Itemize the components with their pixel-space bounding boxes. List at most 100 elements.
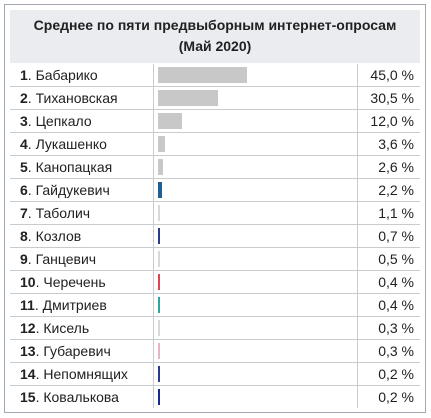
bar-cell: [153, 179, 358, 201]
candidate-rank: 9: [20, 251, 28, 267]
table-row: 7. Таболич 1,1 %: [10, 202, 420, 225]
candidate-name: 12. Кисель: [20, 317, 89, 339]
table-row: 4. Лукашенко 3,6 %: [10, 133, 420, 156]
bar-cell: [153, 317, 358, 339]
candidate-name: 15. Ковалькова: [20, 386, 119, 408]
poll-table: Среднее по пяти предвыборным интернет-оп…: [4, 4, 426, 413]
candidate-label: . Непомнящих: [35, 366, 128, 382]
table-row: 11. Дмитриев 0,4 %: [10, 294, 420, 317]
value-label: 0,4 %: [378, 297, 414, 313]
value-label: 0,2 %: [378, 389, 414, 405]
value-label: 12,0 %: [370, 113, 414, 129]
value-label: 2,2 %: [378, 182, 414, 198]
candidate-label: . Гайдукевич: [27, 182, 110, 198]
candidate-name: 4. Лукашенко: [20, 133, 107, 155]
bar-cell: [153, 363, 358, 385]
table-row: 3. Цепкало 12,0 %: [10, 110, 420, 133]
table-rows: 1. Бабарико 45,0 % 2. Тихановская 30,5 % 3. …: [10, 64, 420, 409]
candidate-name: 10. Черечень: [20, 271, 106, 293]
bar-cell: [153, 271, 358, 293]
bar-14: [158, 366, 160, 382]
table-row: 8. Козлов 0,7 %: [10, 225, 420, 248]
value-label: 0,4 %: [378, 274, 414, 290]
value-label: 30,5 %: [370, 90, 414, 106]
table-row: 13. Губаревич 0,3 %: [10, 340, 420, 363]
bar-cell: [153, 248, 358, 270]
candidate-name: 7. Таболич: [20, 202, 90, 224]
candidate-rank: 8: [20, 228, 28, 244]
candidate-rank: 7: [20, 205, 28, 221]
bar-cell: [153, 133, 358, 155]
value-label: 1,1 %: [378, 205, 414, 221]
bar-5: [158, 159, 163, 175]
candidate-rank: 12: [20, 320, 36, 336]
bar-6: [158, 182, 162, 198]
candidate-label: . Ганцевич: [27, 251, 97, 267]
bar-cell: [153, 156, 358, 178]
candidate-rank: 11: [20, 297, 35, 313]
table-row: 1. Бабарико 45,0 %: [10, 64, 420, 87]
candidate-rank: 5: [20, 159, 28, 175]
value-label: 45,0 %: [370, 67, 414, 83]
bar-12: [158, 320, 160, 336]
candidate-name: 3. Цепкало: [20, 110, 92, 132]
candidate-name: 1. Бабарико: [20, 64, 98, 86]
table-row: 5. Канопацкая 2,6 %: [10, 156, 420, 179]
table-row: 10. Черечень 0,4 %: [10, 271, 420, 294]
candidate-rank: 4: [20, 136, 28, 152]
candidate-label: . Тихановская: [27, 90, 118, 106]
bar-cell: [153, 110, 358, 132]
bar-cell: [153, 386, 358, 408]
candidate-name: 9. Ганцевич: [20, 248, 96, 270]
value-label: 3,6 %: [378, 136, 414, 152]
bar-1: [158, 67, 247, 83]
bar-8: [158, 228, 160, 244]
candidate-label: . Бабарико: [27, 67, 98, 83]
table-row: 14. Непомнящих 0,2 %: [10, 363, 420, 386]
table-header: Среднее по пяти предвыборным интернет-оп…: [10, 10, 420, 63]
candidate-name: 11. Дмитриев: [20, 294, 107, 316]
value-label: 0,3 %: [378, 343, 414, 359]
value-label: 0,3 %: [378, 320, 414, 336]
bar-2: [158, 90, 218, 106]
table-subtitle: (Май 2020): [178, 38, 252, 54]
bar-7: [158, 205, 160, 221]
candidate-label: . Лукашенко: [27, 136, 107, 152]
table-row: 6. Гайдукевич 2,2 %: [10, 179, 420, 202]
table-row: 2. Тихановская 30,5 %: [10, 87, 420, 110]
candidate-label: . Козлов: [27, 228, 82, 244]
candidate-label: . Черечень: [35, 274, 106, 290]
value-label: 2,6 %: [378, 159, 414, 175]
value-label: 0,2 %: [378, 366, 414, 382]
candidate-label: . Дмитриев: [34, 297, 107, 313]
candidate-label: . Канопацкая: [27, 159, 113, 175]
bar-4: [158, 136, 165, 152]
candidate-rank: 14: [20, 366, 36, 382]
table-row: 12. Кисель 0,3 %: [10, 317, 420, 340]
candidate-label: . Кисель: [35, 320, 90, 336]
candidate-label: . Губаревич: [35, 343, 111, 359]
candidate-rank: 13: [20, 343, 36, 359]
candidate-rank: 10: [20, 274, 36, 290]
candidate-rank: 15: [20, 389, 36, 405]
bar-15: [158, 389, 160, 405]
bar-3: [158, 113, 182, 129]
candidate-rank: 1: [20, 67, 28, 83]
value-label: 0,7 %: [378, 228, 414, 244]
bar-cell: [153, 64, 358, 86]
candidate-rank: 6: [20, 182, 28, 198]
candidate-name: 2. Тихановская: [20, 87, 118, 109]
table-row: 9. Ганцевич 0,5 %: [10, 248, 420, 271]
bar-11: [158, 297, 160, 313]
candidate-rank: 3: [20, 113, 28, 129]
bar-cell: [153, 202, 358, 224]
candidate-name: 5. Канопацкая: [20, 156, 112, 178]
bar-cell: [153, 294, 358, 316]
bar-13: [158, 343, 160, 359]
candidate-name: 8. Козлов: [20, 225, 81, 247]
candidate-name: 6. Гайдукевич: [20, 179, 110, 201]
bar-cell: [153, 225, 358, 247]
bar-cell: [153, 87, 358, 109]
bar-9: [158, 251, 160, 267]
bar-cell: [153, 340, 358, 362]
